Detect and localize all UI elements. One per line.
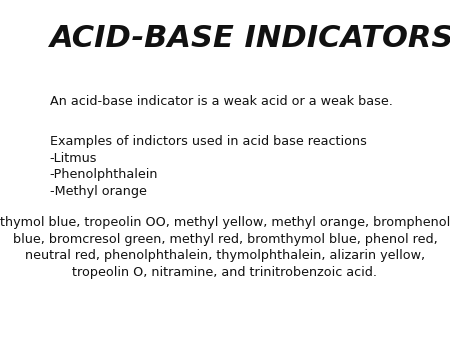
Text: ACID-BASE INDICATORS: ACID-BASE INDICATORS [50, 24, 450, 53]
Text: thymol blue, tropeolin OO, methyl yellow, methyl orange, bromphenol
blue, bromcr: thymol blue, tropeolin OO, methyl yellow… [0, 216, 450, 279]
Text: An acid-base indicator is a weak acid or a weak base.: An acid-base indicator is a weak acid or… [50, 95, 392, 107]
Text: Examples of indictors used in acid base reactions
-Litmus
-Phenolphthalein
-Meth: Examples of indictors used in acid base … [50, 135, 366, 198]
